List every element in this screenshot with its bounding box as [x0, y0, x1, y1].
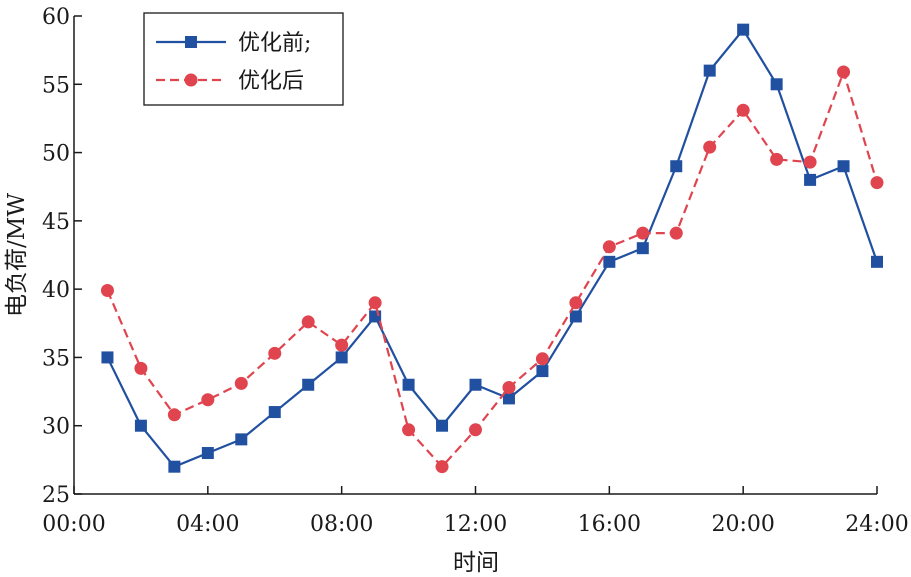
x-axis-title: 时间: [453, 550, 499, 576]
legend-swatch-marker: [185, 36, 197, 48]
y-tick-label: 50: [42, 142, 70, 167]
x-tick-label: 24:00: [845, 512, 908, 537]
x-tick-label: 04:00: [176, 512, 239, 537]
data-point: [235, 433, 248, 446]
data-point: [670, 160, 683, 173]
x-tick-label: 16:00: [578, 512, 641, 537]
data-point: [201, 447, 214, 460]
data-point: [536, 365, 549, 378]
data-point: [569, 310, 582, 323]
data-point: [736, 103, 750, 117]
series-line: [106, 70, 879, 468]
legend-box: [143, 12, 344, 106]
data-point: [335, 338, 349, 352]
data-point: [535, 352, 549, 366]
data-point: [703, 64, 716, 77]
data-point: [569, 296, 583, 310]
legend-label: 优化前;: [238, 31, 311, 56]
data-point: [167, 408, 181, 422]
y-tick-label: 55: [42, 73, 70, 98]
series-group: [100, 23, 884, 474]
data-point: [268, 406, 281, 419]
data-point: [234, 376, 248, 390]
legend-swatch-marker: [184, 73, 198, 87]
x-tick-label: 12:00: [444, 512, 507, 537]
data-point: [669, 226, 683, 240]
data-point: [134, 419, 147, 432]
legend-label: 优化后: [238, 69, 304, 94]
data-point: [302, 378, 315, 391]
y-axis-title: 电负荷/MW: [4, 193, 30, 317]
legend-item: 优化前;: [156, 31, 311, 56]
data-point: [871, 255, 883, 268]
y-tick-label: 45: [42, 210, 70, 235]
data-point: [402, 423, 416, 437]
data-point: [134, 361, 148, 375]
x-tick-label: 08:00: [310, 512, 373, 537]
series-1: [101, 23, 883, 473]
y-tick-label: 30: [42, 415, 70, 440]
data-point: [502, 380, 516, 394]
axis-ticks: 25 30 35 40 45 50 55 60 00:00 04:00 08:00 12:00 16:0…: [42, 5, 909, 537]
y-tick-label: 60: [42, 5, 70, 30]
data-point: [301, 315, 315, 329]
y-tick-label: 40: [42, 278, 70, 303]
data-point: [100, 284, 114, 298]
data-point: [268, 346, 282, 360]
data-point: [168, 460, 181, 473]
data-point: [368, 296, 382, 310]
data-point: [804, 173, 817, 186]
data-point: [603, 255, 616, 268]
data-point: [469, 378, 482, 391]
data-point: [435, 460, 449, 474]
data-point: [737, 23, 750, 36]
data-point: [369, 310, 382, 323]
series-2: [100, 65, 884, 474]
data-point: [335, 351, 348, 364]
data-point: [770, 152, 784, 166]
data-point: [636, 226, 650, 240]
legend-item: 优化后: [156, 69, 304, 94]
data-point: [870, 176, 884, 190]
data-point: [837, 65, 851, 79]
x-tick-label: 20:00: [711, 512, 774, 537]
data-point: [201, 393, 215, 407]
data-point: [402, 378, 415, 391]
y-tick-label: 25: [42, 483, 70, 508]
x-tick-label: 00:00: [42, 512, 105, 537]
data-point: [502, 392, 515, 405]
data-point: [803, 155, 817, 169]
data-point: [636, 242, 649, 255]
y-tick-label: 35: [42, 346, 70, 371]
data-point: [436, 419, 449, 432]
data-point: [770, 78, 783, 91]
data-point: [469, 423, 482, 437]
data-point: [837, 160, 850, 173]
legend: 优化前; 优化后: [143, 12, 344, 106]
data-point: [602, 240, 616, 254]
data-point: [703, 140, 717, 154]
data-point: [101, 351, 114, 364]
